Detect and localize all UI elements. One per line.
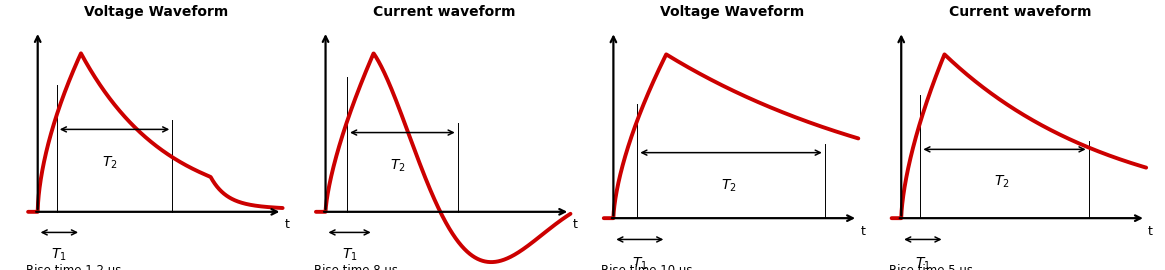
Text: Rise time 8 μs: Rise time 8 μs	[313, 264, 397, 270]
Text: t: t	[572, 218, 578, 231]
Text: $T_2$: $T_2$	[101, 155, 118, 171]
Text: Rise time 5 μs: Rise time 5 μs	[889, 264, 973, 270]
Text: Voltage Waveform: Voltage Waveform	[84, 5, 228, 19]
Text: Rise time 1.2 μs: Rise time 1.2 μs	[26, 264, 121, 270]
Text: $T_1$: $T_1$	[341, 247, 358, 263]
Text: $T_2$: $T_2$	[721, 177, 736, 194]
Text: t: t	[860, 225, 866, 238]
Text: t: t	[1149, 225, 1153, 238]
Text: $T_1$: $T_1$	[631, 256, 648, 270]
Text: $T_1$: $T_1$	[51, 247, 68, 263]
Text: Current waveform: Current waveform	[948, 5, 1092, 19]
Text: $T_2$: $T_2$	[994, 174, 1010, 190]
Text: t: t	[284, 218, 290, 231]
Text: Rise time 10 μs: Rise time 10 μs	[601, 264, 693, 270]
Text: Current waveform: Current waveform	[373, 5, 516, 19]
Text: $T_1$: $T_1$	[915, 256, 931, 270]
Text: $T_2$: $T_2$	[390, 158, 405, 174]
Text: Voltage Waveform: Voltage Waveform	[661, 5, 804, 19]
